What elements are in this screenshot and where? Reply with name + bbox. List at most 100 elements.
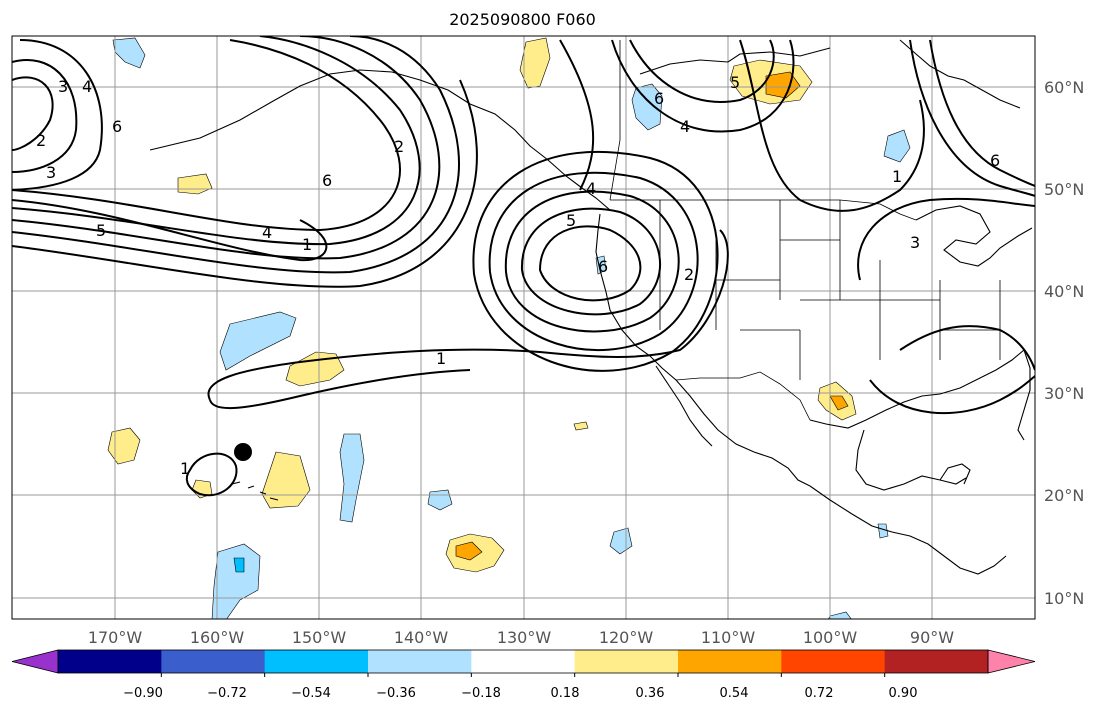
shade-blue	[631, 83, 663, 131]
shade-deepsky	[233, 557, 245, 573]
lon-label: 150°W	[292, 628, 347, 647]
contour-label: 3	[910, 233, 920, 252]
colorbar-swatch	[161, 650, 266, 673]
lon-label: 120°W	[599, 628, 654, 647]
contour-label: 4	[262, 223, 272, 242]
contour-west-low-2	[12, 59, 78, 173]
shade-orange	[455, 541, 483, 561]
contour-label: 2	[36, 131, 46, 150]
shade-blue	[883, 129, 911, 163]
lat-label: 20°N	[1044, 486, 1084, 505]
shade-yellow	[261, 451, 311, 509]
contour-label: 3	[46, 163, 56, 182]
lat-label: 50°N	[1044, 180, 1084, 199]
us-mexico-border	[675, 371, 811, 421]
lon-label: 160°W	[190, 628, 245, 647]
contour-ridge-outer	[12, 39, 401, 232]
political-borders	[609, 40, 1001, 421]
gulf-coast	[809, 349, 1025, 429]
florida-coast	[1017, 349, 1031, 441]
contour-label: 4	[82, 77, 92, 96]
contour-cutoff-5	[472, 150, 719, 372]
colorbar-swatch	[781, 650, 886, 673]
colorbar-frame	[57, 649, 989, 674]
contour-east-1	[857, 197, 1035, 281]
colorbar-tick-label: 0.18	[551, 686, 580, 701]
colorbar-tick-label: −0.72	[207, 686, 247, 701]
contour-label: 2	[394, 137, 404, 156]
yucatan-coast	[939, 463, 971, 485]
contour-label: 1	[180, 459, 190, 478]
contour-east-low-2	[869, 375, 1035, 415]
contour-label: 6	[990, 151, 1000, 170]
colorbar-tick-label: 0.72	[805, 686, 834, 701]
contour-label: 6	[322, 171, 332, 190]
colorbar	[11, 649, 1036, 677]
contour-north-trough-3	[739, 39, 925, 212]
colorbar-tick-label: 0.36	[636, 686, 665, 701]
contour-east-low	[899, 325, 1035, 371]
west-coast	[595, 213, 811, 487]
us-canada-border	[610, 199, 917, 221]
colorbar-extend-low	[11, 649, 59, 674]
colorbar-tick-label: −0.36	[376, 686, 416, 701]
colorbar-tick-label: −0.54	[291, 686, 331, 701]
shade-blue	[877, 523, 889, 539]
colorbar-swatch	[884, 650, 989, 673]
mexico-coast	[855, 429, 967, 491]
map-frame	[11, 35, 1036, 620]
contour-west-low-3	[12, 39, 103, 191]
contour-label: 5	[96, 221, 106, 240]
contour-cutoff-1	[538, 225, 642, 302]
contour-6-north	[559, 39, 595, 191]
colorbar-swatch	[264, 650, 369, 673]
colorbar-swatch	[678, 650, 782, 673]
shade-blue	[219, 311, 297, 371]
canada-arctic-coast	[639, 47, 831, 75]
contour-west-low	[12, 76, 54, 151]
contour-ridge-3	[12, 36, 441, 260]
lon-label: 140°W	[394, 628, 449, 647]
lon-label: 170°W	[88, 628, 143, 647]
contour-label: 6	[112, 117, 122, 136]
hudson-coast	[899, 39, 1021, 109]
contour-label: 4	[586, 179, 596, 198]
contour-label: 5	[566, 211, 576, 230]
contour-label: 6	[598, 257, 608, 276]
lon-label: 90°W	[910, 628, 954, 647]
central-america-coast	[809, 485, 1007, 575]
location-marker	[234, 443, 252, 461]
contour-hawaii-1	[185, 452, 238, 497]
colorbar-tick-label: −0.90	[123, 686, 163, 701]
contour-1-subtropical	[207, 229, 729, 401]
colorbar-extend-high	[987, 649, 1036, 674]
shade-blue	[595, 255, 607, 275]
longitude-labels: 170°W 160°W 150°W 140°W 130°W 120°W 110°…	[88, 628, 954, 647]
shade-orange	[829, 395, 849, 411]
contour-ridge-2	[12, 36, 421, 246]
colorbar-tick-label: 0.54	[720, 686, 749, 701]
shade-yellow	[519, 37, 551, 89]
contour-label: 1	[892, 167, 902, 186]
graticule	[12, 36, 1035, 619]
shade-yellow	[107, 427, 141, 465]
contour-ridge-4	[12, 36, 460, 274]
shade-blue	[339, 433, 365, 523]
colorbar-swatch	[58, 650, 162, 673]
colorbar-swatch	[368, 650, 472, 673]
lat-label: 30°N	[1044, 384, 1084, 403]
shade-yellow	[573, 421, 589, 431]
contour-ridge-5	[12, 79, 478, 288]
height-contours	[12, 36, 1035, 497]
colorbar-ticks: −0.90 −0.72 −0.54 −0.36 −0.18 0.18 0.36 …	[123, 686, 917, 701]
lon-label: 130°W	[497, 628, 552, 647]
anomaly-shading	[107, 37, 911, 619]
latitude-labels: 60°N 50°N 40°N 30°N 20°N 10°N	[1044, 78, 1084, 608]
contour-label: 5	[730, 73, 740, 92]
colorbar-swatch	[574, 650, 679, 673]
contour-label: 3	[58, 77, 68, 96]
map-title: 2025090800 F060	[449, 10, 596, 29]
lat-label: 10°N	[1044, 589, 1084, 608]
contour-cutoff-4	[488, 171, 699, 352]
colorbar-tick-label: 0.90	[889, 686, 918, 701]
